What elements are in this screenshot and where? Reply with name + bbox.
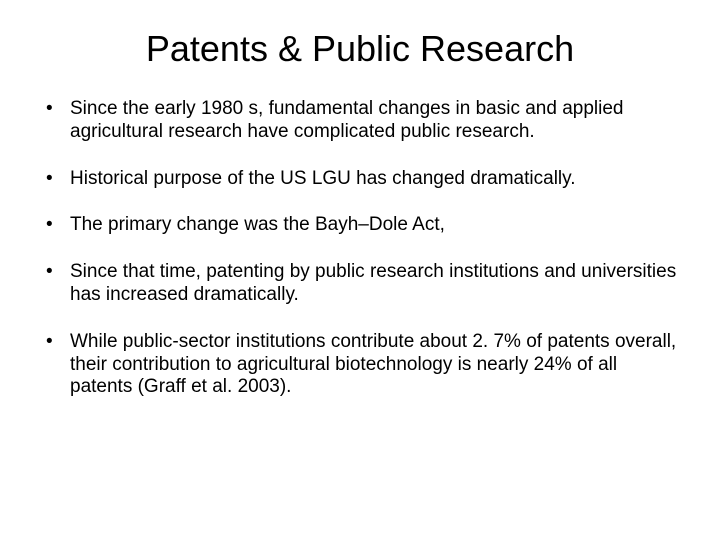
bullet-item: Since that time, patenting by public res… xyxy=(40,261,680,307)
slide-title: Patents & Public Research xyxy=(40,28,680,70)
bullet-item: The primary change was the Bayh–Dole Act… xyxy=(40,214,680,237)
bullet-item: Historical purpose of the US LGU has cha… xyxy=(40,168,680,191)
bullet-list: Since the early 1980 s, fundamental chan… xyxy=(40,98,680,399)
bullet-item: Since the early 1980 s, fundamental chan… xyxy=(40,98,680,144)
bullet-item: While public-sector institutions contrib… xyxy=(40,331,680,399)
